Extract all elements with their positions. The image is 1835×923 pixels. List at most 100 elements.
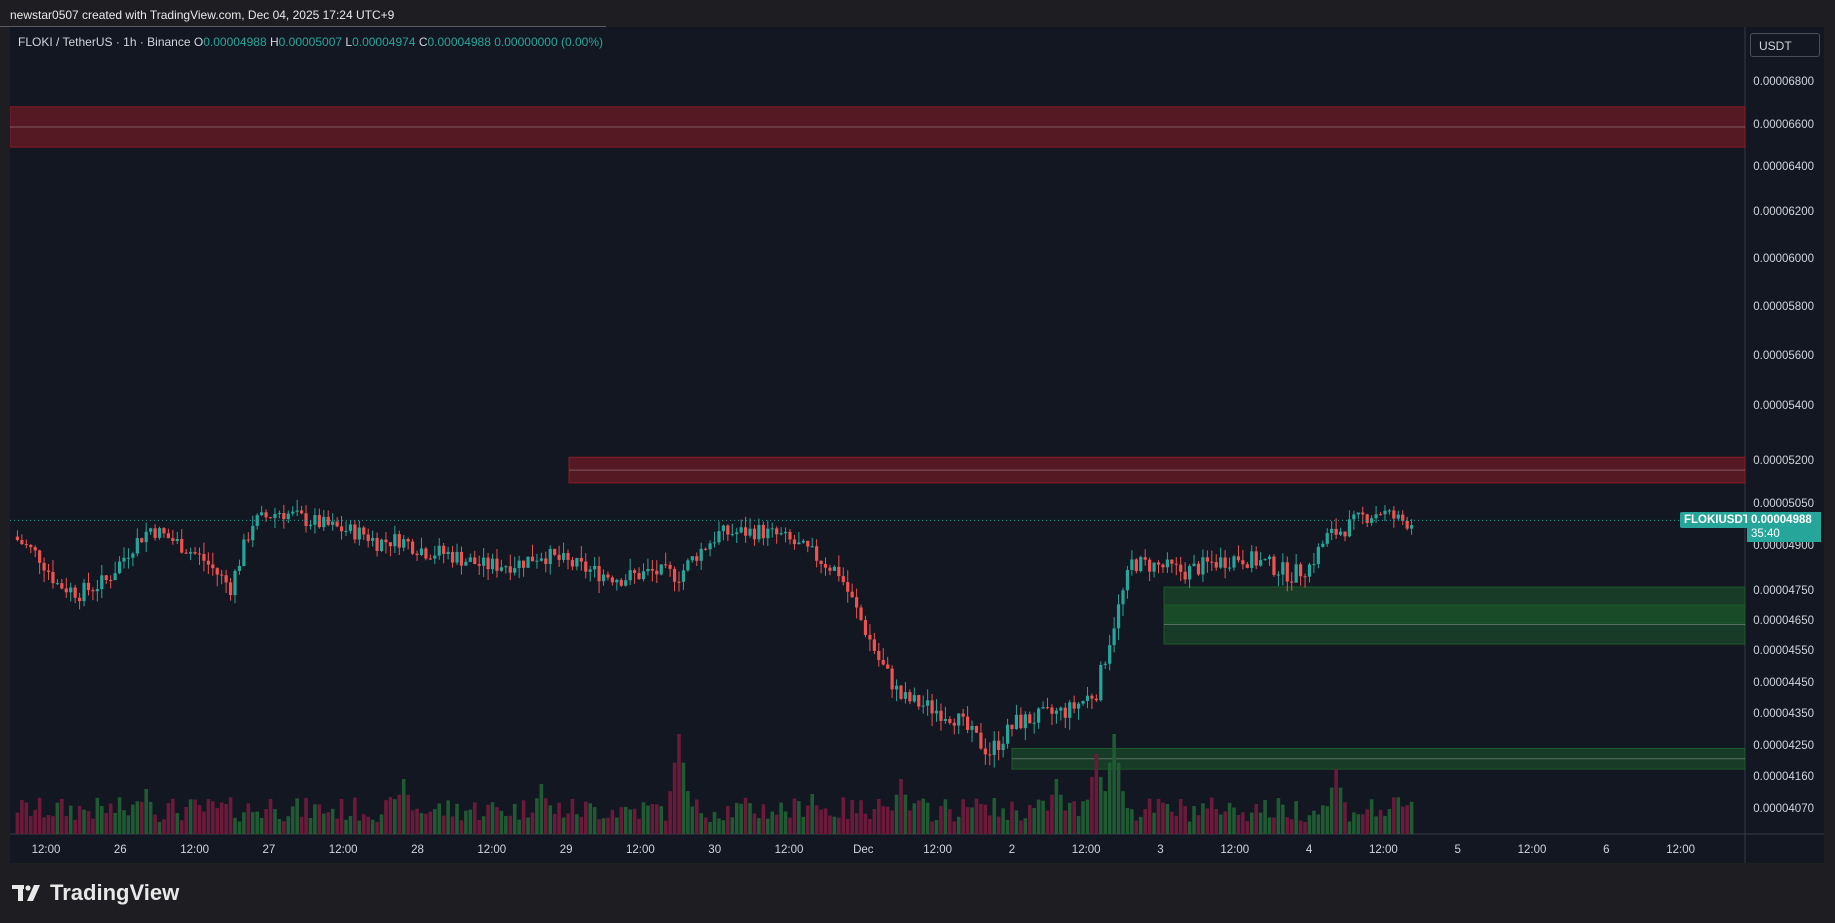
volume-bar — [1201, 803, 1205, 834]
volume-bar — [51, 816, 55, 834]
candle-body — [424, 548, 428, 559]
candle-body — [934, 710, 939, 714]
candle-body — [1108, 645, 1112, 664]
volume-bar — [752, 813, 757, 834]
candle-body — [837, 566, 841, 577]
volume-bar — [108, 803, 113, 834]
candle-body — [1396, 514, 1400, 519]
candlestick-chart[interactable]: 0.00006800 0.00006600 0.00006400 0.00006200… — [10, 27, 1824, 863]
candle-body — [828, 567, 832, 571]
zone-support-3 — [1163, 604, 1746, 645]
volume-bar — [952, 821, 957, 834]
volume-bar — [437, 803, 442, 834]
candle-body — [588, 569, 592, 572]
volume-bar — [1214, 809, 1219, 834]
candle-body — [415, 553, 419, 555]
candle-body — [1183, 571, 1187, 580]
candle-body — [1116, 604, 1121, 629]
volume-bar — [1360, 814, 1365, 834]
volume-bar — [925, 802, 930, 834]
volume-bar — [1107, 762, 1112, 834]
candle-body — [450, 551, 455, 563]
volume-bar — [237, 821, 242, 834]
candle-body — [943, 718, 947, 721]
candle-body — [1032, 722, 1036, 724]
volume-bar — [1165, 804, 1170, 834]
y-tick-label: 0.00005050 — [1753, 498, 1814, 510]
volume-bar — [828, 815, 832, 834]
volume-bar — [1196, 815, 1201, 834]
volume-bar — [259, 817, 264, 834]
volume-bar — [881, 806, 886, 834]
currency-unit-button[interactable]: USDT — [1750, 33, 1820, 57]
candle-body — [610, 577, 614, 583]
volume-bar — [690, 806, 695, 834]
volume-bar — [64, 816, 69, 834]
volume-bar — [393, 799, 397, 834]
volume-bar — [1258, 812, 1263, 834]
candle-body — [712, 542, 717, 544]
candle-body — [593, 565, 597, 570]
candle-body — [388, 542, 392, 547]
candle-body — [402, 539, 406, 548]
candle-body — [1014, 714, 1019, 729]
volume-bar — [699, 813, 703, 834]
candle-body — [15, 536, 20, 541]
candle-body — [1077, 703, 1081, 709]
volume-bar — [1387, 809, 1392, 834]
volume-bar — [739, 803, 743, 834]
volume-bar — [495, 807, 499, 834]
volume-bar — [996, 816, 1001, 834]
volume-bar — [668, 791, 672, 834]
candle-body — [482, 557, 486, 566]
legend-symbol: FLOKI / TetherUS · 1h · Binance — [18, 35, 191, 49]
candle-body — [171, 538, 175, 542]
candle-body — [615, 579, 619, 583]
volume-bar — [353, 797, 357, 834]
candle-body — [1361, 512, 1365, 515]
volume-bar — [184, 806, 188, 834]
volume-bar — [1347, 821, 1352, 834]
candle-body — [721, 525, 725, 532]
candle-body — [815, 546, 819, 561]
x-tick-label: 27 — [263, 844, 276, 856]
x-tick-label: 12:00 — [923, 844, 952, 856]
candle-body — [486, 557, 490, 570]
volume-bar — [15, 812, 20, 834]
volume-bar — [24, 802, 29, 834]
candle-body — [939, 710, 943, 721]
candle-body — [51, 571, 55, 584]
candle-body — [1325, 533, 1329, 544]
candle-body — [371, 537, 375, 541]
candle-body — [997, 740, 1001, 751]
x-tick-label: 30 — [708, 844, 721, 856]
candle-body — [686, 560, 690, 571]
volume-bar — [250, 812, 255, 834]
candle-body — [792, 539, 797, 545]
candle-body — [246, 539, 250, 541]
candle-body — [735, 532, 739, 535]
candle-body — [850, 591, 854, 598]
volume-bar — [988, 815, 992, 834]
volume-bar — [295, 798, 299, 834]
candle-body — [877, 650, 881, 661]
candle-body — [411, 541, 415, 554]
candle-body — [966, 716, 970, 730]
volume-bar — [1281, 804, 1285, 834]
volume-bar — [757, 818, 761, 834]
candle-body — [761, 524, 765, 539]
volume-bar — [357, 820, 362, 834]
x-tick-label: 26 — [114, 844, 127, 856]
candle-body — [628, 570, 632, 581]
volume-bar — [1316, 814, 1321, 834]
zone-resistance-0 — [10, 106, 1746, 148]
volume-bar — [774, 814, 779, 834]
volume-bar — [1010, 801, 1014, 834]
candle-body — [1205, 557, 1209, 562]
volume-bar — [1254, 804, 1258, 834]
volume-bar — [1072, 801, 1076, 834]
volume-bar — [948, 809, 952, 834]
volume-bar — [179, 820, 184, 834]
candle-body — [872, 639, 876, 651]
candle-body — [233, 570, 237, 596]
